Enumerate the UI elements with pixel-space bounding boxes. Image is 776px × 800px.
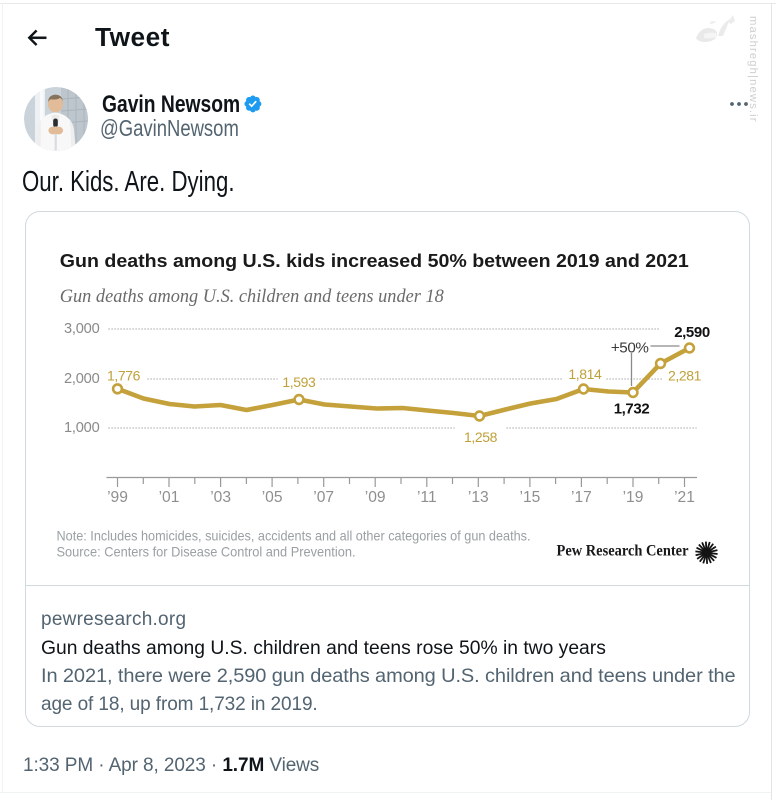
svg-text:1,000: 1,000 — [64, 419, 100, 435]
svg-text:’11: ’11 — [417, 489, 437, 506]
svg-text:’19: ’19 — [623, 489, 644, 506]
svg-text:+50%: +50% — [611, 339, 649, 356]
svg-text:2,000: 2,000 — [64, 370, 100, 386]
svg-text:’13: ’13 — [468, 489, 489, 506]
svg-text:’21: ’21 — [674, 489, 695, 506]
svg-text:’17: ’17 — [571, 489, 592, 506]
svg-text:1,814: 1,814 — [568, 365, 602, 381]
svg-text:2,281: 2,281 — [668, 367, 702, 383]
svg-text:Pew Research Center: Pew Research Center — [557, 542, 689, 559]
svg-text:’99: ’99 — [107, 489, 128, 506]
svg-text:Note: Includes homicides, suic: Note: Includes homicides, suicides, acci… — [57, 528, 531, 543]
svg-text:Gun deaths among U.S. children: Gun deaths among U.S. children and teens… — [60, 287, 445, 307]
svg-text:3,000: 3,000 — [64, 320, 100, 336]
svg-text:’01: ’01 — [159, 489, 180, 506]
svg-text:1,776: 1,776 — [107, 367, 141, 383]
svg-text:’09: ’09 — [365, 489, 386, 506]
svg-text:2,590: 2,590 — [674, 324, 710, 341]
svg-text:’07: ’07 — [313, 489, 334, 506]
svg-text:1,593: 1,593 — [282, 374, 316, 390]
svg-text:1,732: 1,732 — [614, 400, 650, 417]
svg-text:’03: ’03 — [210, 489, 231, 506]
svg-text:Gun deaths among U.S. kids inc: Gun deaths among U.S. kids increased 50%… — [60, 251, 689, 272]
svg-text:’15: ’15 — [519, 489, 540, 506]
svg-text:’05: ’05 — [262, 489, 283, 506]
svg-text:1,258: 1,258 — [464, 429, 498, 445]
svg-text:Source: Centers for Disease Co: Source: Centers for Disease Control and … — [57, 544, 356, 559]
